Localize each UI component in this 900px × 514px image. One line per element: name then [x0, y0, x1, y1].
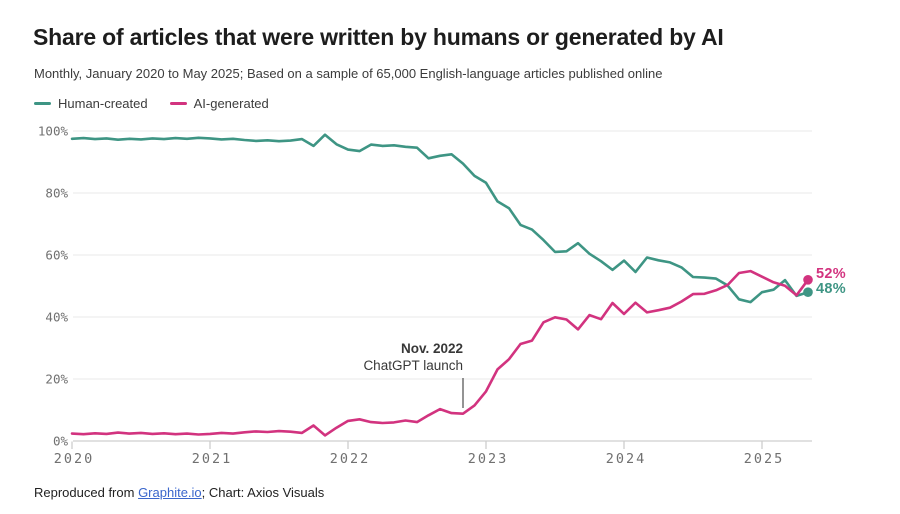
annotation-date: Nov. 2022: [400, 341, 463, 356]
legend-item-ai: AI-generated: [169, 96, 269, 111]
legend-label-ai: AI-generated: [193, 96, 269, 111]
ai-line-swatch-icon: [169, 101, 187, 106]
annotation-chatgpt-launch: Nov. 2022 ChatGPT launch: [233, 340, 463, 374]
human-line-end-dot: [803, 287, 813, 298]
annotation-event: ChatGPT launch: [363, 358, 463, 373]
y-tick-label: 20%: [45, 372, 68, 387]
x-tick-label: 2023: [468, 451, 509, 467]
y-tick-label: 40%: [45, 310, 68, 325]
x-tick-label: 2025: [744, 451, 785, 467]
legend-label-human: Human-created: [58, 96, 148, 111]
y-tick-label: 60%: [45, 248, 68, 263]
chart-subtitle: Monthly, January 2020 to May 2025; Based…: [34, 66, 663, 81]
x-tick-label: 2022: [330, 451, 371, 467]
source-suffix: ; Chart: Axios Visuals: [201, 485, 325, 500]
x-tick-label: 2021: [192, 451, 233, 467]
x-tick-label: 2020: [54, 451, 95, 467]
source-prefix: Reproduced from: [34, 485, 139, 500]
human-end-value-label: 48%: [816, 281, 846, 297]
y-tick-label: 100%: [38, 124, 69, 139]
ai-end-value-label: 52%: [816, 266, 846, 282]
x-tick-label: 2024: [606, 451, 647, 467]
ai-line: [70, 269, 810, 437]
chart-title: Share of articles that were written by h…: [33, 24, 724, 50]
ai-line-end-dot: [803, 275, 813, 285]
human-line-swatch-icon: [34, 101, 51, 106]
human-line: [70, 133, 810, 304]
y-tick-label: 0%: [53, 434, 69, 449]
graphite-link[interactable]: Graphite.io: [138, 485, 202, 500]
y-tick-label: 80%: [45, 186, 68, 201]
legend: Human-created AI-generated: [34, 96, 269, 111]
legend-item-human: Human-created: [34, 96, 148, 111]
source-credit: Reproduced from Graphite.io; Chart: Axio…: [34, 485, 324, 500]
